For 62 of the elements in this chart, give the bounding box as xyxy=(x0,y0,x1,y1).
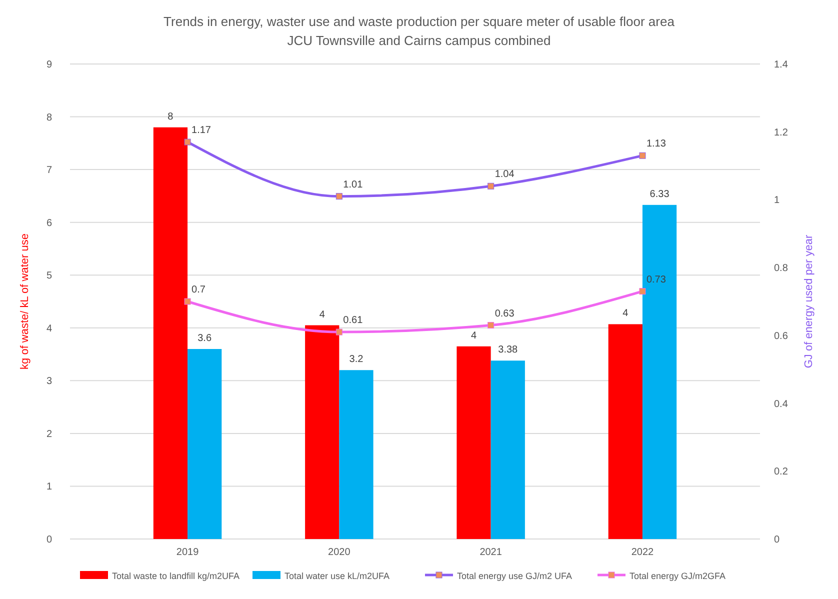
point xyxy=(184,138,191,146)
point xyxy=(639,288,646,295)
y2-tick-label: 1 xyxy=(774,195,780,206)
y2-axis-title: GJ of energy used per year xyxy=(803,234,815,368)
legend-label: Total energy GJ/m2GFA xyxy=(630,571,726,581)
x-tick-label: 2019 xyxy=(176,547,200,558)
y-tick-label: 8 xyxy=(46,112,52,124)
legend-label: Total waste to landfill kg/m2UFA xyxy=(112,571,240,581)
data-label: 3.2 xyxy=(349,354,364,366)
y-tick-label: 6 xyxy=(46,218,52,229)
bar xyxy=(490,360,525,539)
data-label: 1.04 xyxy=(494,169,515,180)
data-label: 0.63 xyxy=(494,308,515,320)
data-label: 1.01 xyxy=(343,179,364,190)
bar xyxy=(608,324,642,539)
bar xyxy=(188,349,222,539)
y-tick-label: 9 xyxy=(46,60,52,70)
y-tick-label: 3 xyxy=(46,376,52,388)
y2-tick-label: 0.8 xyxy=(774,263,788,274)
y2-tick-label: 0.6 xyxy=(774,330,788,342)
data-label: 3.38 xyxy=(498,344,518,356)
data-label: 6.33 xyxy=(650,188,670,200)
data-label: 0.61 xyxy=(343,315,364,326)
x-tick-label: 2022 xyxy=(631,547,654,558)
legend-label: Total energy use GJ/m2 UFA xyxy=(457,571,572,581)
bar xyxy=(642,204,677,539)
data-label: 0.73 xyxy=(646,274,666,286)
data-label: 4 xyxy=(470,330,477,342)
data-label: 1.17 xyxy=(192,125,212,136)
y-tick-label: 7 xyxy=(46,165,52,176)
chart-subtitle: JCU Townsville and Cairns campus combined xyxy=(287,33,551,48)
y-tick-label: 5 xyxy=(46,270,52,282)
y-tick-label: 1 xyxy=(46,482,52,493)
y2-tick-label: 1.2 xyxy=(774,127,788,138)
data-label: 8 xyxy=(168,111,174,122)
data-label: 3.6 xyxy=(198,333,212,344)
bar xyxy=(339,370,374,539)
bar xyxy=(153,127,188,539)
point xyxy=(488,322,494,328)
data-label: 4 xyxy=(622,308,629,320)
y-tick-label: 4 xyxy=(46,323,52,334)
x-tick-label: 2020 xyxy=(328,547,351,558)
point xyxy=(639,152,646,159)
chart-title: Trends in energy, waster use and waste production per square meter of usable floor area xyxy=(164,14,676,29)
point xyxy=(336,328,342,336)
y2-tick-label: 0 xyxy=(774,534,780,546)
y-tick-label: 0 xyxy=(46,534,52,546)
point xyxy=(184,298,191,305)
legend-label: Total water use kL/m2UFA xyxy=(284,571,390,581)
point xyxy=(488,182,494,190)
data-label: 1.13 xyxy=(646,138,666,150)
bar xyxy=(456,346,491,539)
y-axis-title: kg of waste/ kL of water use xyxy=(19,234,31,370)
point xyxy=(336,193,342,200)
y-tick-label: 2 xyxy=(46,428,52,440)
x-tick-label: 2021 xyxy=(480,547,502,558)
y2-tick-label: 1.4 xyxy=(774,60,788,70)
data-label: 4 xyxy=(319,309,326,320)
y2-tick-label: 0.4 xyxy=(774,398,788,410)
bar xyxy=(305,325,340,539)
y2-tick-label: 0.2 xyxy=(774,466,788,478)
data-label: 0.7 xyxy=(192,284,206,296)
